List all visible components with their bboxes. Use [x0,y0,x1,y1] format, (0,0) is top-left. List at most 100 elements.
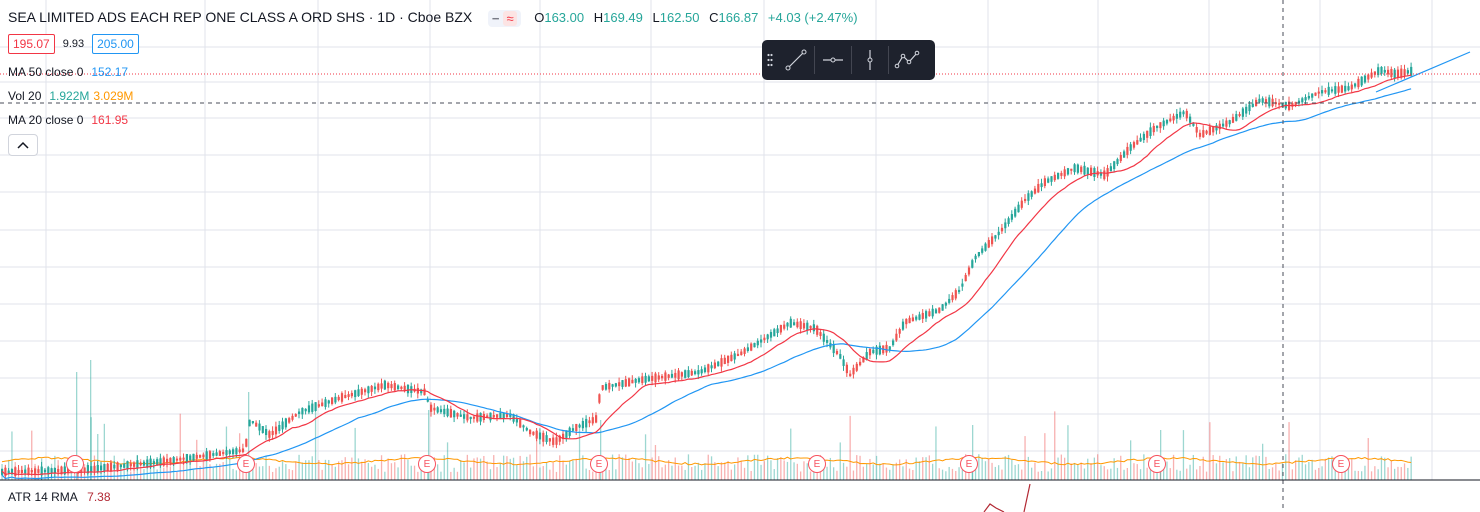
volume-bar [321,469,323,480]
candle-body [1248,104,1251,112]
volume-bar [740,460,742,480]
volume-bar [998,465,1000,480]
volume-bar [549,469,551,480]
candle-body [987,239,990,248]
volume-bar [892,464,894,480]
drag-handle[interactable] [762,46,778,74]
candle-body [93,465,96,472]
candle-body [228,450,231,454]
volume-legend[interactable]: Vol 20 1.922M 3.029M [8,89,133,103]
volume-bar [1258,456,1260,480]
candle-body [667,374,670,378]
earnings-marker[interactable]: E [66,455,84,473]
candle-body [710,365,713,369]
earnings-marker[interactable]: E [960,455,978,473]
vertical-line-tool[interactable] [852,46,888,74]
candle-body [505,413,509,418]
candle-body [185,454,188,463]
volume-bar [410,465,412,480]
candle-body [1344,85,1347,92]
volume-bar [470,467,472,480]
horizontal-ray-tool[interactable] [815,46,851,74]
candle-body [1146,130,1149,138]
candle-body [971,260,974,268]
visibility-toggle[interactable]: − ≈ [487,10,521,28]
ma20-legend[interactable]: MA 20 close 0 161.95 [8,113,128,127]
volume-bar [285,464,287,480]
atr-value: 7.38 [87,490,111,504]
candle-body [799,321,802,330]
candle-body [60,466,63,475]
volume-bar [156,469,158,480]
earnings-marker[interactable]: E [237,455,255,473]
volume-bar [1097,454,1099,480]
ohlc-header: SEA LIMITED ADS EACH REP ONE CLASS A ORD… [8,9,858,28]
volume-bar [1093,457,1095,480]
volume-bar [222,462,224,480]
close-label: C [709,10,719,25]
volume-bar [328,459,330,480]
trend-line-tool[interactable] [778,46,814,74]
candle-body [628,378,631,387]
earnings-marker[interactable]: E [808,455,826,473]
earnings-marker[interactable]: E [418,455,436,473]
volume-bar [1394,468,1396,480]
ma50-line [1,88,1412,480]
candle-body [1109,166,1112,172]
volume-bar [879,463,881,480]
candle-body [783,324,786,329]
candle-body [47,467,50,475]
earnings-marker[interactable]: E [1332,455,1350,473]
candle-body [868,348,872,356]
sell-button[interactable]: 195.07 [8,34,55,54]
volume-bar [757,454,759,480]
candle-body [17,469,20,474]
volume-bar [918,461,921,480]
volume-bar [1265,456,1267,480]
candle-body [690,370,693,376]
volume-ma-line [1,456,1412,466]
volume-bar [1255,455,1257,480]
candle-body [647,376,650,382]
earnings-marker[interactable]: E [590,455,608,473]
candle-body [964,274,967,282]
volume-bar [796,463,798,480]
volume-bar [737,457,739,480]
candle-body [1106,168,1109,177]
candle-body [1205,130,1208,134]
candle-body [707,364,710,373]
candle-body [175,458,179,461]
candle-body [796,321,799,328]
candle-body [1264,99,1268,104]
path-tool[interactable] [889,46,925,74]
candle-body [387,382,390,389]
volume-bar [291,470,294,480]
candle-body [479,412,482,422]
volume-bar [714,462,716,480]
earnings-marker[interactable]: E [1148,455,1166,473]
candle-body [459,414,462,417]
buy-button[interactable]: 205.00 [92,34,139,54]
volume-bar [869,458,871,480]
candle-body [446,408,449,417]
symbol-title[interactable]: SEA LIMITED ADS EACH REP ONE CLASS A ORD… [8,9,473,25]
candle-body [555,437,558,445]
volume-bar [1242,463,1244,480]
candle-body [248,419,251,427]
candle-body [1340,85,1343,93]
candle-body [1053,174,1056,181]
ma50-legend[interactable]: MA 50 close 0 152.17 [8,65,128,79]
atr-legend[interactable]: ATR 14 RMA 7.38 [8,490,111,504]
volume-bar [1007,454,1010,480]
candle-body [885,344,888,353]
drawing-toolbar [762,40,935,80]
candle-body [776,328,779,334]
collapse-legend-button[interactable] [8,134,38,156]
candle-body [1241,108,1244,117]
volume-bar [621,457,624,480]
candle-body [723,357,726,365]
candle-body [832,344,835,354]
candle-body [142,461,146,466]
volume-bar [1370,471,1373,480]
